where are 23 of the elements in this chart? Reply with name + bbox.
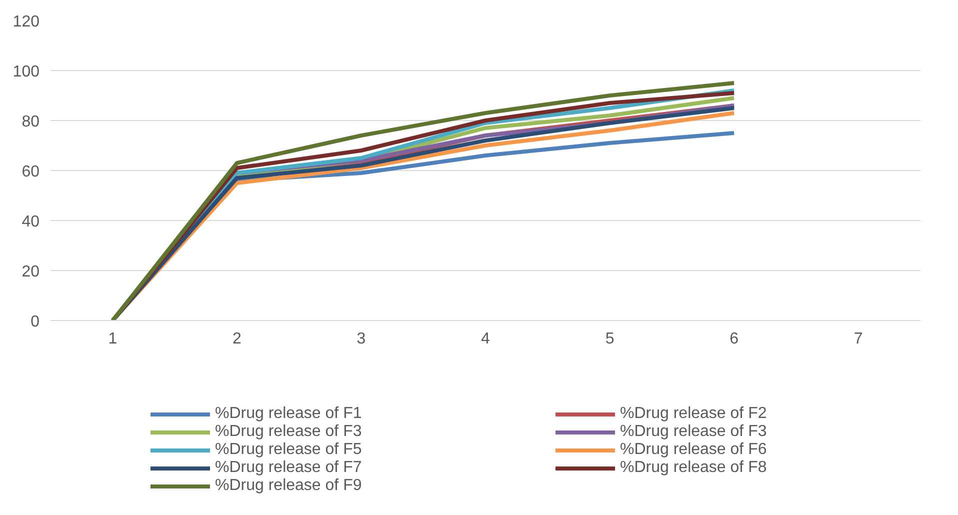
legend-label: %Drug release of F6 xyxy=(620,441,768,459)
legend-label: %Drug release of F5 xyxy=(215,441,363,459)
legend-label: %Drug release of F7 xyxy=(215,459,363,477)
y-tick-label: 120 xyxy=(12,14,40,30)
y-tick-label: 40 xyxy=(22,214,40,230)
legend-label: %Drug release of F3 xyxy=(215,423,363,441)
y-tick-label: 0 xyxy=(30,314,40,330)
x-tick-label: 2 xyxy=(232,330,242,348)
legend-label: %Drug release of F1 xyxy=(215,405,363,423)
x-tick-label: 3 xyxy=(356,330,366,348)
legend-label: %Drug release of F8 xyxy=(620,459,768,477)
legend-label: %Drug release of F9 xyxy=(215,477,363,495)
legend-label: %Drug release of F2 xyxy=(620,405,768,423)
x-tick-label: 7 xyxy=(854,330,863,348)
y-tick-label: 100 xyxy=(12,64,40,80)
x-tick-label: 6 xyxy=(730,330,739,348)
y-tick-label: 60 xyxy=(22,164,40,180)
x-tick-label: 4 xyxy=(481,330,490,348)
x-tick-label: 1 xyxy=(108,330,118,348)
legend-label: %Drug release of F3 xyxy=(620,423,768,441)
y-tick-label: 20 xyxy=(22,264,40,280)
x-tick-label: 5 xyxy=(605,330,614,348)
y-tick-label: 80 xyxy=(22,114,40,130)
